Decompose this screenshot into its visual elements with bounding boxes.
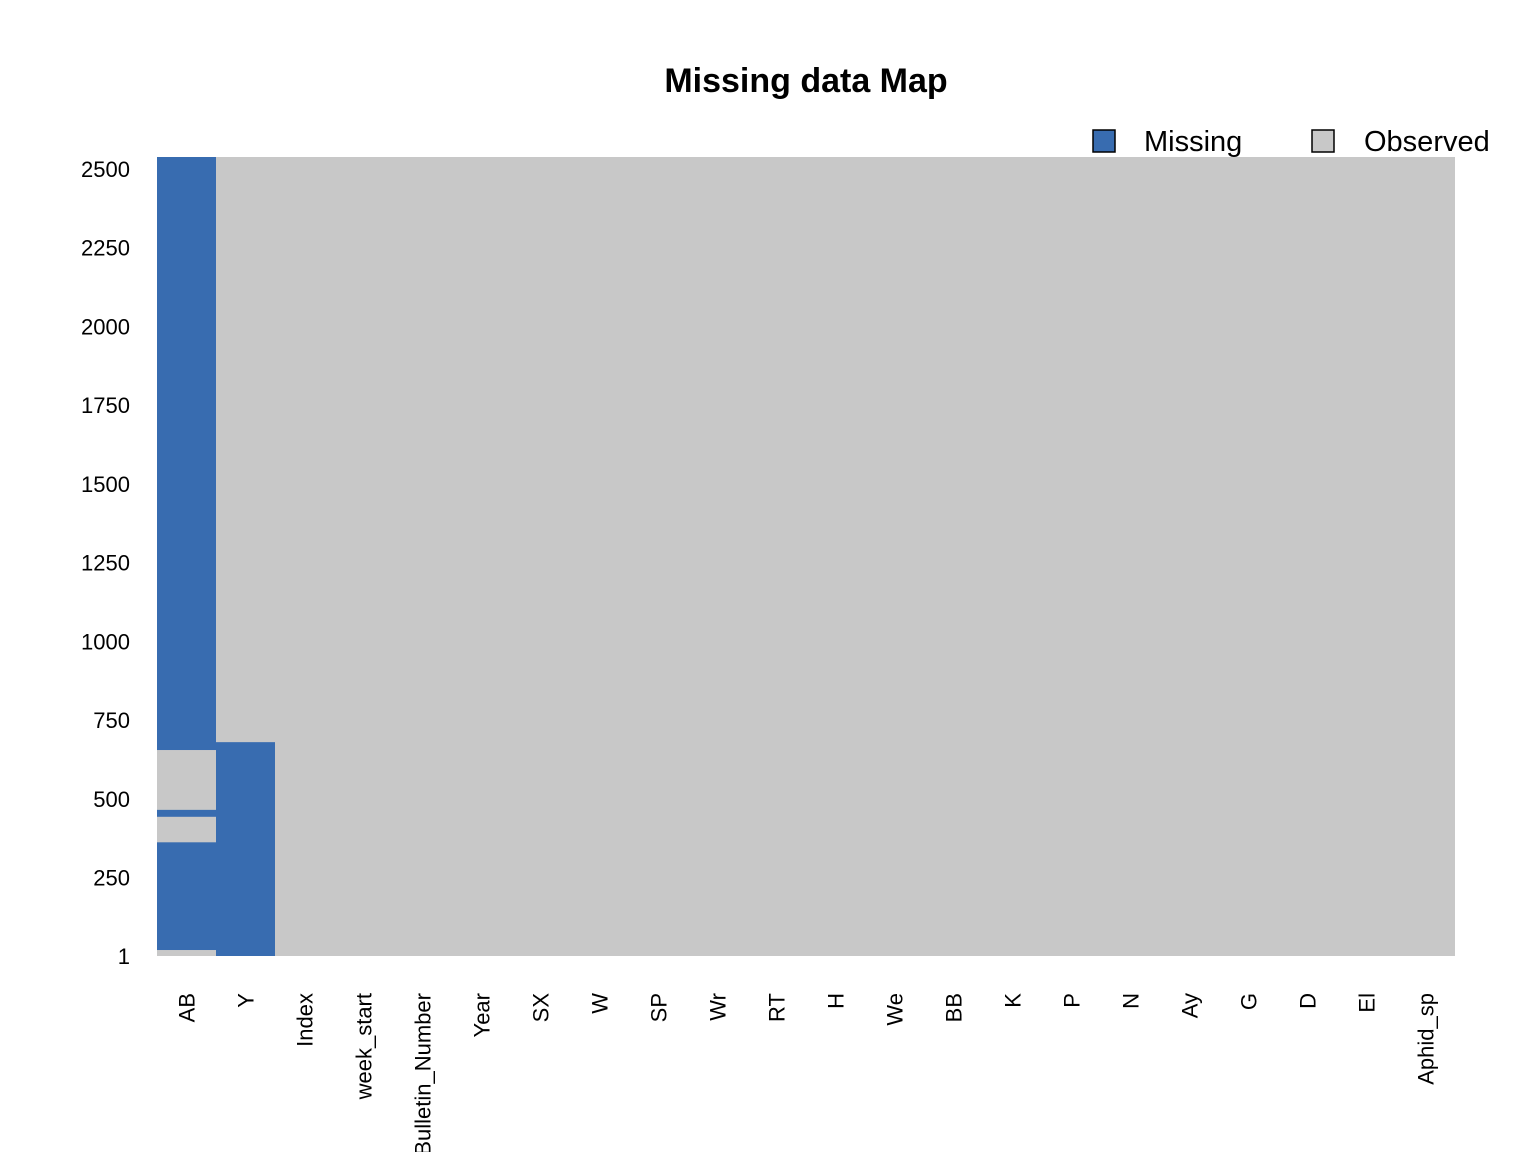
y-tick-label: 2500 [81,157,130,182]
x-tick-label-k: K [1001,993,1026,1008]
missing-block-y-1 [216,742,275,956]
x-tick-label-n: N [1119,993,1144,1009]
x-tick-label-rt: RT [765,993,790,1022]
missing-block-ab-1 [157,842,216,951]
x-tick-label-d: D [1296,993,1321,1009]
y-tick-label: 2000 [81,314,130,339]
x-tick-label-el: El [1355,993,1380,1013]
x-tick-label-y: Y [234,993,259,1008]
x-tick-label-ab: AB [175,993,200,1022]
y-tick-label: 1500 [81,472,130,497]
x-tick-label-aphid-sp: Aphid_sp [1414,993,1439,1085]
x-tick-label-index: Index [293,993,318,1047]
missing-block-ab-3 [157,157,216,751]
x-tick-label-bulletin-number: Bulletin_Number [411,993,436,1152]
x-tick-label-w: W [588,993,613,1014]
x-tick-label-p: P [1060,993,1085,1008]
x-tick-label-sp: SP [647,993,672,1022]
chart-title: Missing data Map [664,62,947,100]
legend-swatch-missing [1092,129,1116,153]
x-tick-label-h: H [824,993,849,1009]
x-tick-label-sx: SX [529,993,554,1023]
y-tick-label: 1 [118,944,130,969]
y-tick-label: 750 [93,708,130,733]
observed-background [157,157,1455,956]
x-tick-label-week-start: week_start [352,993,377,1100]
y-tick-label: 250 [93,866,130,891]
heatmap-plot-area [157,157,1455,956]
x-tick-label-g: G [1237,993,1262,1010]
y-tick-label: 1000 [81,629,130,654]
x-tick-label-wr: Wr [706,993,731,1021]
legend-label-observed: Observed [1364,126,1490,158]
missing-block-ab-2 [157,809,216,817]
x-tick-label-bb: BB [942,993,967,1022]
x-tick-label-we: We [883,993,908,1026]
x-tick-label-ay: Ay [1178,993,1203,1018]
legend-swatch-observed [1311,129,1335,153]
y-tick-label: 2250 [81,236,130,261]
x-tick-label-year: Year [470,993,495,1037]
y-tick-label: 1750 [81,393,130,418]
y-tick-label: 500 [93,787,130,812]
x-axis: AB Y Index week_start Bulletin_Number Year SX W… [175,993,1439,1152]
legend: Missing Observed [1092,126,1490,158]
legend-label-missing: Missing [1144,126,1242,158]
y-tick-label: 1250 [81,551,130,576]
